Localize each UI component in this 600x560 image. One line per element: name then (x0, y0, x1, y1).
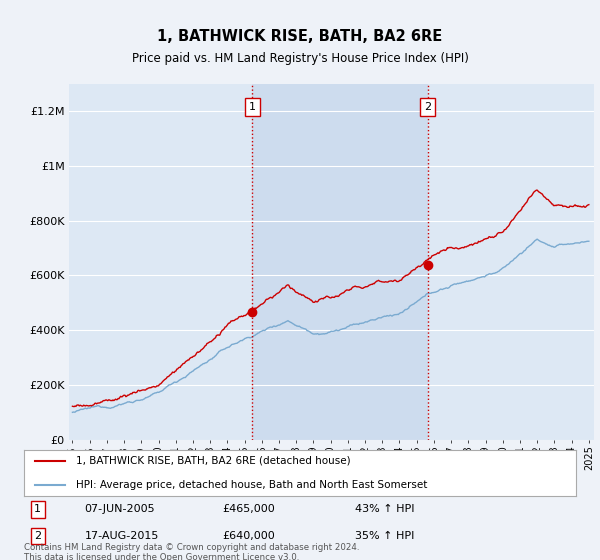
Text: £640,000: £640,000 (223, 531, 275, 541)
Text: HPI: Average price, detached house, Bath and North East Somerset: HPI: Average price, detached house, Bath… (76, 479, 428, 489)
Text: 1, BATHWICK RISE, BATH, BA2 6RE: 1, BATHWICK RISE, BATH, BA2 6RE (157, 29, 443, 44)
Text: 2: 2 (424, 102, 431, 112)
Text: 07-JUN-2005: 07-JUN-2005 (85, 504, 155, 514)
Text: 43% ↑ HPI: 43% ↑ HPI (355, 504, 415, 514)
Text: 1: 1 (248, 102, 256, 112)
Text: 1, BATHWICK RISE, BATH, BA2 6RE (detached house): 1, BATHWICK RISE, BATH, BA2 6RE (detache… (76, 456, 351, 466)
Text: 35% ↑ HPI: 35% ↑ HPI (355, 531, 415, 541)
Text: £465,000: £465,000 (223, 504, 275, 514)
Bar (252, 84, 428, 440)
Text: 1: 1 (34, 504, 41, 514)
Text: Price paid vs. HM Land Registry's House Price Index (HPI): Price paid vs. HM Land Registry's House … (131, 52, 469, 66)
Text: Contains HM Land Registry data © Crown copyright and database right 2024.
This d: Contains HM Land Registry data © Crown c… (24, 543, 359, 560)
Text: 17-AUG-2015: 17-AUG-2015 (85, 531, 159, 541)
Text: 2: 2 (34, 531, 41, 541)
